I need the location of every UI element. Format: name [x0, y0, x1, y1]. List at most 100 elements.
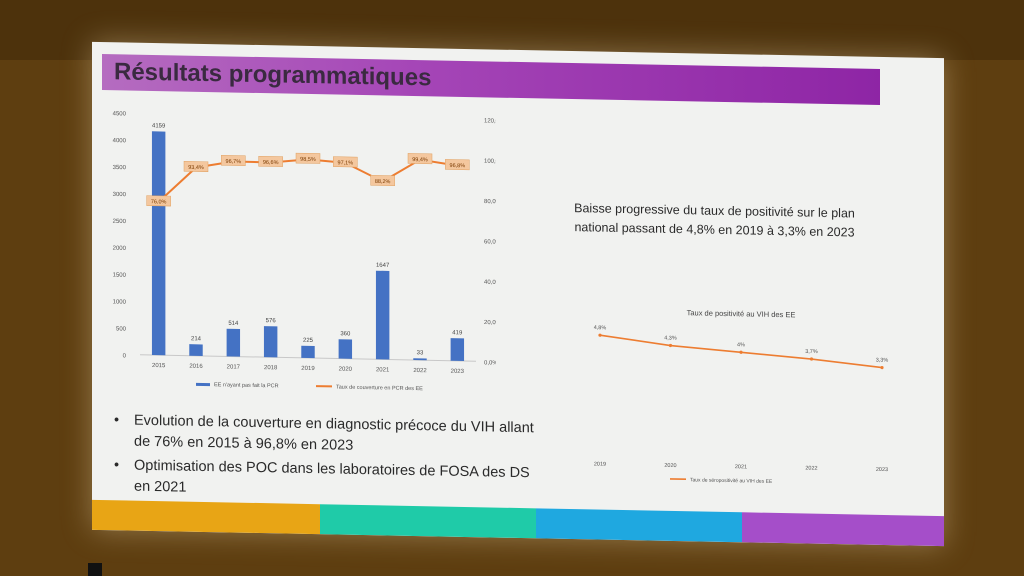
y-tick-label: 3500: [113, 165, 127, 171]
x-tick-label: 2019: [301, 366, 315, 372]
data-point: [809, 357, 814, 361]
chart-title: Taux de positivité au VIH des EE: [687, 308, 796, 319]
bar: [263, 326, 278, 358]
positivity-summary-text: Baisse progressive du taux de positivité…: [574, 201, 855, 240]
x-tick-label: 2023: [451, 369, 465, 375]
coverage-label-box: [183, 160, 209, 172]
bar: [151, 131, 166, 356]
bar: [338, 339, 353, 359]
point-label: 3,7%: [805, 349, 818, 355]
bullet-text: Evolution de la couverture en diagnostic…: [134, 412, 534, 454]
presentation-slide: Résultats programmatiques 4500 4000 3500 30…: [92, 41, 944, 547]
bar-value-label: 1647: [376, 263, 390, 269]
y-tick-label: 3000: [113, 192, 127, 198]
y-tick-label: 2500: [113, 219, 127, 225]
bar: [375, 270, 390, 360]
legend-bar-label: EE n'ayant pas fait la PCR: [214, 382, 279, 389]
coverage-label-box: [221, 155, 246, 167]
point-label: 3,3%: [876, 357, 889, 363]
x-tick-label: 2016: [189, 364, 203, 370]
bar: [301, 345, 315, 359]
data-point: [880, 365, 884, 370]
x-tick-label: 2018: [264, 365, 278, 371]
bullet-text: Optimisation des POC dans les laboratoir…: [134, 457, 530, 496]
coverage-label: 93,4%: [188, 165, 204, 171]
footer-segment-purple: [742, 512, 944, 547]
x-tick-label: 2020: [339, 367, 353, 373]
bar: [189, 344, 203, 356]
point-label: 4,3%: [664, 335, 677, 341]
bar-value-label: 214: [191, 336, 202, 342]
legend-bar-swatch: [196, 382, 210, 387]
camera-corner-mark: [88, 563, 102, 576]
bullet-dot: •: [114, 457, 120, 474]
coverage-label-box: [146, 195, 171, 207]
coverage-label-box: [295, 152, 321, 164]
y2-tick-label: 80,0%: [484, 199, 496, 205]
coverage-label: 98,5%: [300, 157, 316, 163]
bar-value-label: 514: [228, 321, 239, 327]
y2-tick-label: 20,0%: [484, 320, 496, 326]
x-tick-label: 2023: [876, 467, 888, 473]
data-point: [598, 333, 602, 337]
footer-segment-orange: [92, 499, 320, 535]
coverage-label-box: [407, 153, 433, 165]
bullet-item: • Optimisation des POC dans les laborato…: [114, 455, 544, 505]
positivity-line-chart: Taux de positivité au VIH des EE 4,8% 2019…: [594, 308, 889, 485]
bar-value-label: 225: [303, 338, 314, 344]
title-bar: Résultats programmatiques: [102, 54, 880, 105]
bar-value-label: 576: [266, 318, 277, 324]
coverage-label: 96,8%: [450, 163, 466, 169]
data-point: [668, 343, 673, 348]
bar: [413, 358, 427, 361]
bar: [450, 338, 465, 361]
legend-line-label: Taux de couverture en PCR des EE: [336, 385, 423, 393]
coverage-label-box: [370, 175, 395, 187]
x-tick-label: 2021: [735, 464, 747, 470]
y2-tick-label: 60,0%: [484, 239, 496, 245]
bullet-list: • Evolution de la couverture en diagnost…: [114, 410, 544, 508]
coverage-label: 99,4%: [412, 157, 428, 163]
point-label: 4%: [737, 342, 745, 348]
x-tick-label: 2015: [152, 363, 166, 369]
coverage-label: 96,6%: [263, 160, 279, 166]
y-tick-label: 0: [123, 353, 127, 359]
data-point: [739, 350, 743, 354]
x-tick-label: 2020: [664, 463, 676, 469]
bar: [226, 328, 241, 357]
coverage-combo-chart: 4500 4000 3500 3000 2500 2000 1500 1000 500 0 120,…: [113, 111, 496, 393]
bar-value-label: 360: [340, 331, 351, 337]
coverage-label: 97,1%: [338, 160, 354, 166]
y-tick-label: 1000: [113, 299, 127, 305]
bar-value-label: 33: [417, 350, 424, 356]
y-tick-label: 1500: [113, 273, 127, 279]
y2-tick-label: 100,0%: [484, 159, 496, 165]
y2-tick-label: 40,0%: [484, 280, 496, 286]
bar-value-label: 4159: [152, 123, 166, 129]
coverage-label: 76,0%: [151, 199, 167, 205]
coverage-label-box: [258, 155, 283, 167]
y2-tick-label: 120,0%: [484, 118, 496, 124]
bar-value-label: 419: [452, 330, 463, 336]
coverage-label: 88,2%: [375, 179, 391, 185]
point-label: 4,8%: [594, 325, 607, 331]
x-tick-label: 2017: [227, 364, 241, 370]
coverage-label-box: [333, 156, 358, 168]
y-tick-label: 2000: [113, 246, 127, 252]
bullet-item: • Evolution de la couverture en diagnost…: [114, 410, 544, 460]
x-tick-label: 2022: [413, 368, 427, 374]
x-tick-label: 2021: [376, 367, 390, 373]
y2-tick-label: 0,0%: [484, 360, 496, 366]
legend-label: Taux de séropositivité au VIH des EE: [690, 477, 773, 485]
footer-segment-blue: [536, 508, 742, 543]
footer-segment-teal: [320, 504, 536, 539]
y-tick-label: 500: [116, 326, 127, 332]
bullet-dot: •: [114, 412, 120, 429]
slide-title: Résultats programmatiques: [114, 58, 432, 92]
y-tick-label: 4000: [113, 138, 127, 144]
y-tick-label: 4500: [113, 111, 127, 117]
x-tick-label: 2019: [594, 461, 606, 467]
coverage-label-box: [445, 159, 470, 171]
coverage-label: 96,7%: [226, 159, 242, 165]
x-tick-label: 2022: [805, 466, 817, 472]
